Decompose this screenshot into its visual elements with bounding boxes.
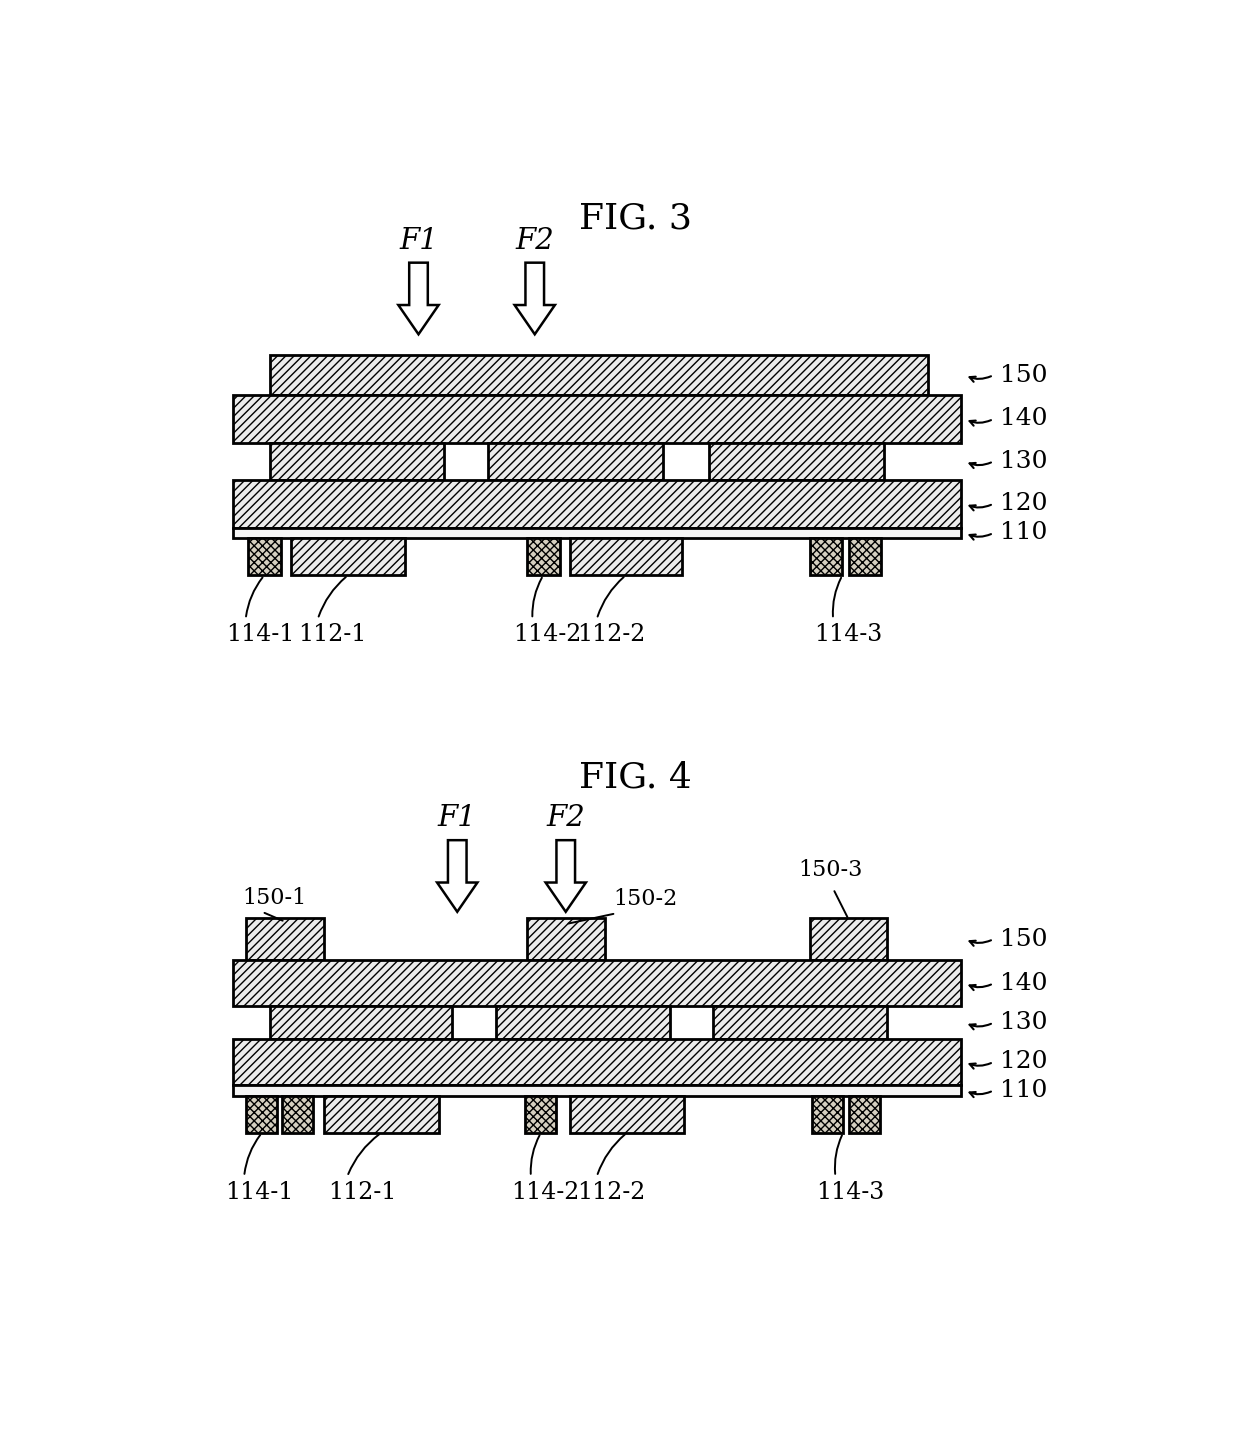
Bar [270,355,929,395]
Text: 150-3: 150-3 [799,859,863,881]
Text: FIG. 3: FIG. 3 [579,202,692,235]
Bar [247,918,324,961]
Text: F2: F2 [547,804,585,833]
Text: 112-2: 112-2 [578,1181,646,1203]
Text: 112-1: 112-1 [299,622,367,646]
Bar [848,538,882,575]
Text: 150: 150 [999,364,1048,386]
Bar [233,961,961,1007]
Bar [233,528,961,538]
Text: 120: 120 [999,492,1048,515]
Bar [569,1096,684,1133]
Polygon shape [515,263,556,334]
Bar [527,918,605,961]
Text: 114-1: 114-1 [226,622,295,646]
Text: FIG. 4: FIG. 4 [579,760,692,794]
Text: F2: F2 [516,226,554,255]
Bar [526,1096,557,1133]
Text: F1: F1 [399,226,438,255]
Bar [247,1096,278,1133]
Text: 140: 140 [999,972,1048,995]
Text: 150: 150 [999,927,1048,950]
Bar [496,1007,671,1039]
Bar [849,1096,880,1133]
Text: 150-2: 150-2 [614,888,678,910]
Bar [324,1096,439,1133]
Bar [233,1039,961,1085]
Bar [812,1096,843,1133]
Bar [290,538,405,575]
Bar [233,395,961,443]
Bar [527,538,559,575]
Text: 150-1: 150-1 [243,887,306,908]
Text: 112-1: 112-1 [327,1181,397,1203]
Text: 114-3: 114-3 [813,622,882,646]
Text: 130: 130 [999,1011,1048,1035]
Polygon shape [438,840,477,911]
Text: 140: 140 [999,408,1048,431]
Bar [713,1007,888,1039]
Bar [489,443,662,480]
Bar [810,538,842,575]
Bar [569,538,682,575]
Text: 110: 110 [999,521,1047,544]
Bar [248,538,280,575]
Bar [233,1085,961,1096]
Bar [270,1007,451,1039]
Bar [283,1096,312,1133]
Bar [810,918,888,961]
Text: F1: F1 [438,804,476,833]
Text: 114-2: 114-2 [511,1181,580,1203]
Text: 114-2: 114-2 [513,622,582,646]
Text: 130: 130 [999,450,1048,473]
Polygon shape [398,263,439,334]
Polygon shape [546,840,587,911]
Text: 114-3: 114-3 [816,1181,884,1203]
Text: 114-1: 114-1 [224,1181,293,1203]
Text: 110: 110 [999,1080,1047,1101]
Text: 120: 120 [999,1051,1048,1074]
Bar [709,443,883,480]
Bar [270,443,444,480]
Text: 112-2: 112-2 [578,622,646,646]
Bar [233,480,961,528]
